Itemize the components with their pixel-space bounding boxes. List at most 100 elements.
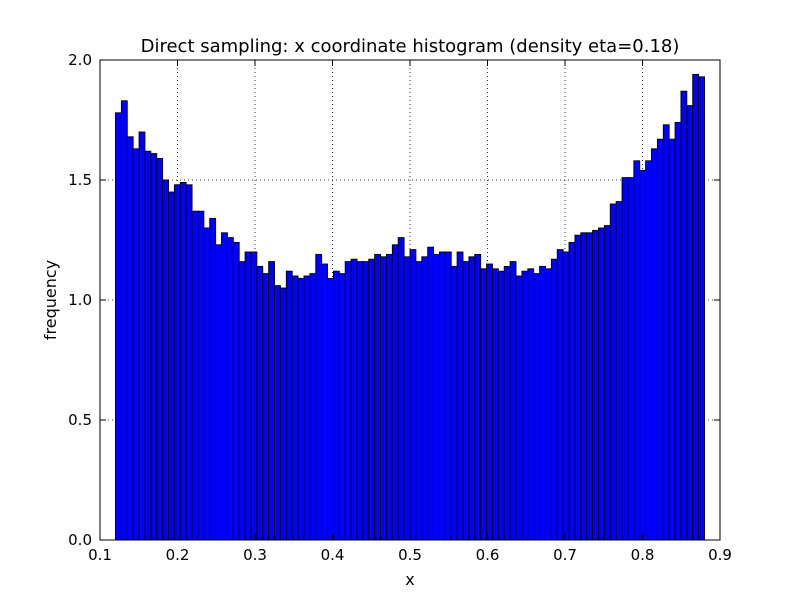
histogram-bar [480,268,488,541]
histogram-bar [539,265,546,541]
histogram-bar [168,191,175,541]
histogram-bar [309,273,317,541]
histogram-bar [603,225,611,541]
histogram-bar [291,275,299,541]
histogram-bar [527,268,535,541]
histogram-bar [609,203,617,541]
histogram-bar [156,157,164,541]
histogram-bar [350,258,358,541]
histogram-bar [409,249,417,541]
histogram-bar [415,261,423,541]
histogram-bar [391,244,399,541]
histogram-bar [150,153,158,541]
tick-labels: 0.1 0.2 0.3 0.4 0.5 0.6 0.7 0.8 0.9 0.0 0.5 1.0 1.5 2… [68,51,732,564]
histogram-bar [698,76,705,541]
histogram-bar [586,232,594,541]
histogram-bar [221,232,228,541]
histogram-bar [621,177,629,541]
histogram-bar [645,160,652,541]
histogram-bar [332,270,340,541]
histogram-bar [144,150,152,541]
histogram-bar [439,251,446,541]
histogram-bar [521,270,529,541]
histogram-bar [545,268,552,541]
histogram-bar [279,287,287,541]
histogram-bar [327,277,334,541]
histogram-bar [509,261,517,541]
histogram-bar [250,251,258,541]
histogram-bar [433,253,440,541]
histogram-bar [656,138,664,541]
histogram-bar [568,241,576,541]
histogram-bar [173,184,181,541]
histogram-bar [615,201,623,541]
histogram-bar [244,251,252,541]
histogram-bar [692,73,700,541]
histogram-bar [474,253,482,541]
x-tick-label: 0.9 [708,546,732,564]
histogram-bar [580,232,588,541]
histogram-bar [209,217,217,541]
histogram-bar [120,100,128,541]
histogram-bar [486,263,493,541]
y-tick-label: 1.0 [68,291,92,309]
histogram-bar [385,253,393,541]
chart-title: Direct sampling: x coordinate histogram … [141,36,680,57]
histogram-bar [162,179,169,541]
histogram-bar [503,265,511,541]
histogram-bar [262,273,270,541]
histogram-bar [338,273,346,541]
histogram-bar [215,244,222,541]
histogram-bar [444,251,452,541]
histogram-bar [285,270,293,541]
x-tick-label: 0.6 [476,546,500,564]
histogram-bar [562,251,570,541]
x-axis-label: x [405,570,414,589]
histogram-bar [680,90,688,541]
histogram-bar [297,277,305,541]
histogram-bar [497,270,505,541]
x-tick-label: 0.5 [398,546,422,564]
histogram-bar [592,229,599,541]
histogram-bar [238,261,246,541]
x-tick-label: 0.7 [553,546,577,564]
histogram-bar [374,253,382,541]
histogram-bar [185,184,193,541]
histogram-bar [126,136,134,541]
y-tick-label: 1.5 [68,171,92,189]
histogram-bar [368,258,376,541]
histogram-bars [115,73,705,541]
x-tick-label: 0.3 [243,546,267,564]
histogram-bar [197,210,205,541]
histogram-bar [574,234,582,541]
histogram-bar [315,253,323,541]
histogram-bar [627,177,635,541]
histogram-bar [321,263,328,541]
histogram-bar [686,105,694,541]
x-tick-label: 0.8 [631,546,655,564]
histogram-bar [515,275,523,541]
histogram-bar [456,251,464,541]
histogram-bar [556,249,564,541]
histogram-bar [179,181,187,541]
histogram-bar [598,227,605,541]
y-axis-label: frequency [41,260,60,340]
histogram-bar [191,210,199,541]
histogram-bar [256,265,264,541]
histogram-bar [115,112,122,541]
histogram-bar [362,261,370,541]
histogram-bar [356,261,364,541]
histogram-bar [427,246,435,541]
histogram-bar [203,227,211,541]
histogram-bar [468,256,476,541]
histogram-bar [268,261,275,541]
histogram-bar [421,256,429,541]
histogram-bar [132,148,140,541]
histogram-bar [651,148,658,541]
histogram-bar [450,265,458,541]
histogram-bar [639,169,647,541]
histogram-bar [668,138,676,541]
histogram-bar [662,124,670,541]
